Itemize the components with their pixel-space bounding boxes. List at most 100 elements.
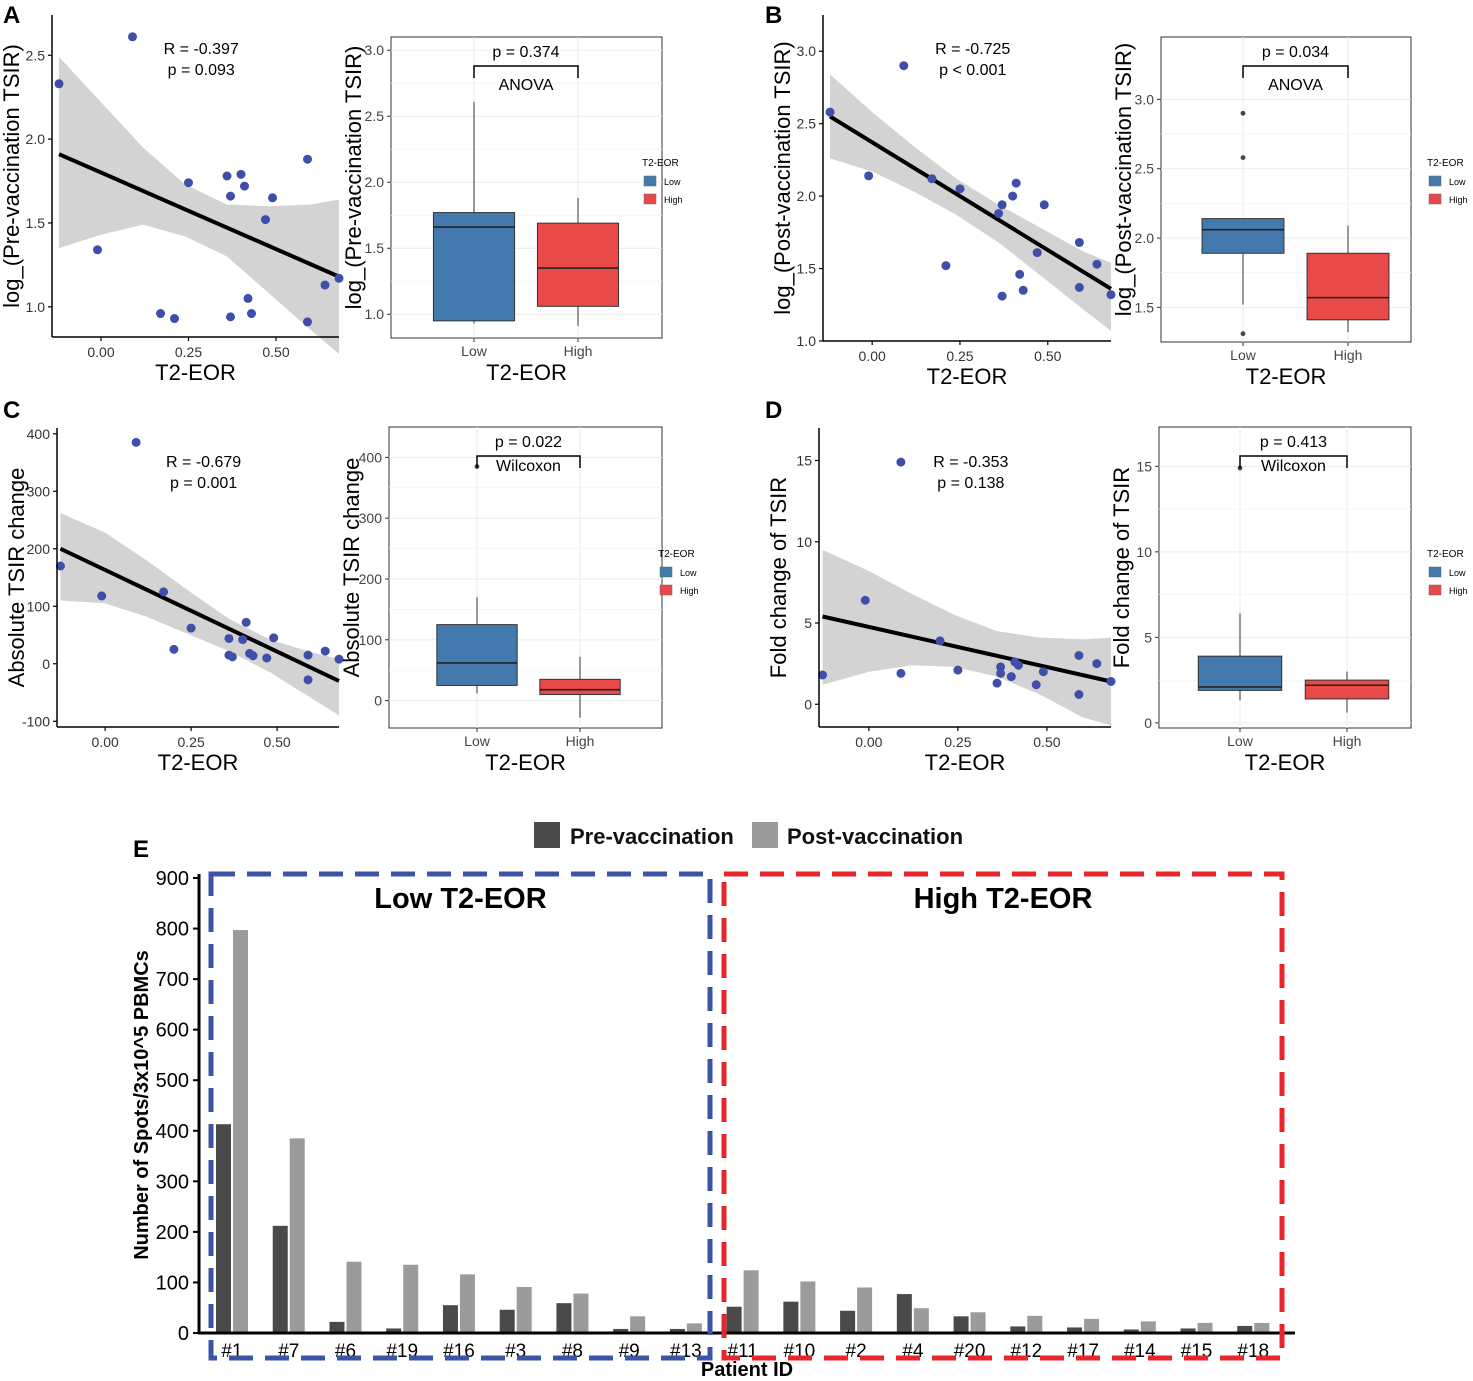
legend: T2-EOR Low High [1427,549,1468,596]
data-point [1092,659,1102,669]
x-tick-label: 0.50 [262,344,289,360]
data-point [955,184,965,194]
data-point [238,635,248,645]
data-point [243,293,253,303]
legend-swatch-high [659,584,673,596]
x-axis-title: T2-EOR [155,360,236,385]
bar-pre [556,1303,572,1333]
bar-pre [442,1305,458,1333]
D-box-plot: 0 5 10 15 Low High p = 0.413 Wilcoxon T2-EOR Fold… [1109,426,1468,775]
x-tick-label: 0.50 [1034,348,1061,364]
x-tick-label: 0.00 [92,734,119,750]
y-tick-label: 10 [796,534,812,550]
data-point [226,191,235,201]
data-point [1018,285,1028,295]
panel-letter-b: B [765,2,782,29]
y-tick-label: 800 [156,919,189,941]
y-tick-label: 600 [156,1020,189,1042]
panel-letter-a: A [3,2,20,29]
legend: T2-EOR Low High [1427,158,1468,205]
data-point [1013,660,1023,670]
A-scatter-plot: 1.0 1.5 2.0 2.5 0.00 0.25 0.50 T2-EOR log_(Pre-v… [0,15,344,385]
x-tick-label: 0.00 [855,734,882,750]
y-tick-label: 100 [359,632,383,648]
legend-swatch-low [659,566,673,578]
x-tick-label: 0.25 [175,344,202,360]
plots-layer: 1.0 1.5 2.0 2.5 0.00 0.25 0.50 T2-EOR log_(Pre-v… [0,15,1468,1381]
y-tick-label: 1.5 [1135,299,1155,315]
confidence-band [822,549,1111,726]
box-low [1197,655,1283,691]
data-point [1039,200,1049,210]
data-point [303,650,313,660]
data-point [93,245,102,255]
data-point [334,654,344,664]
bar-post [403,1264,419,1333]
test-p-value: p = 0.022 [495,434,562,451]
y-tick-label: 2.5 [26,47,46,63]
bar-pre [896,1294,912,1333]
data-point [262,653,272,663]
data-point [997,200,1007,210]
bar-post [686,1323,702,1333]
y-tick-label: 1.5 [797,261,817,277]
y-tick-label: 10 [1136,544,1152,560]
data-point [996,668,1006,678]
group-label-high: High T2-EOR [914,883,1093,915]
y-tick-label: 1.0 [797,333,817,349]
y-tick-label: 500 [156,1070,189,1092]
x-tick-label: 0.25 [946,348,973,364]
legend-label-low: Low [1449,177,1466,187]
y-tick-label: 3.0 [1135,91,1155,107]
data-point [1011,178,1021,188]
legend-title: T2-EOR [1427,549,1464,560]
data-point [1074,690,1084,699]
data-point [248,651,258,661]
bar-post [1254,1322,1270,1333]
legend-label-low: Low [1449,568,1466,578]
y-tick-label: 700 [156,969,189,991]
correlation-r: R = -0.353 [933,454,1008,471]
bar-pre [669,1328,685,1333]
data-point [1092,259,1102,269]
correlation-r: R = -0.397 [164,41,239,58]
box-high [1304,679,1390,700]
bar-post [1084,1318,1100,1333]
A-box-plot: 1.0 1.5 2.0 2.5 3.0 Low High p = 0.374 ANOVA T2-E… [341,36,683,385]
y-axis-title: log_(Post-vaccination TSIR) [1111,43,1136,317]
group-label-low: Low T2-EOR [374,883,546,915]
legend-swatch-pre [534,822,560,848]
y-tick-label: 5 [804,615,812,631]
y-tick-label: 5 [1144,629,1152,645]
bar-post [1027,1315,1043,1333]
bar-pre [216,1124,231,1333]
y-tick-label: 1.0 [365,306,385,322]
y-tick-label: 0 [1144,715,1152,731]
data-point [226,312,235,322]
box-high [536,222,620,307]
data-point [224,633,234,643]
bar-pre [329,1321,345,1333]
y-tick-label: 2.0 [1135,230,1155,246]
data-point [240,181,249,191]
x-axis-title: T2-EOR [485,750,566,775]
data-point [128,32,137,42]
bar-pre [499,1309,515,1333]
correlation-r: R = -0.725 [935,41,1010,58]
group-box-high [721,871,1285,1361]
bar-pre [953,1316,969,1333]
x-tick-label: High [564,343,593,359]
y-tick-label: 1.5 [365,240,385,256]
data-point [1032,248,1042,258]
x-tick-label: Low [1227,733,1254,749]
legend-swatch-low [1428,566,1442,578]
y-tick-label: 15 [1136,458,1152,474]
bar-pre [272,1225,288,1333]
group-box-low [208,871,713,1361]
significance-bracket [473,65,579,78]
correlation-p: p = 0.001 [170,475,237,492]
bar-pre [840,1310,856,1333]
legend-label-high: High [1449,195,1468,205]
y-tick-label: 400 [359,449,383,465]
y-axis-title: log_(Post-vaccination TSIR) [770,41,795,315]
